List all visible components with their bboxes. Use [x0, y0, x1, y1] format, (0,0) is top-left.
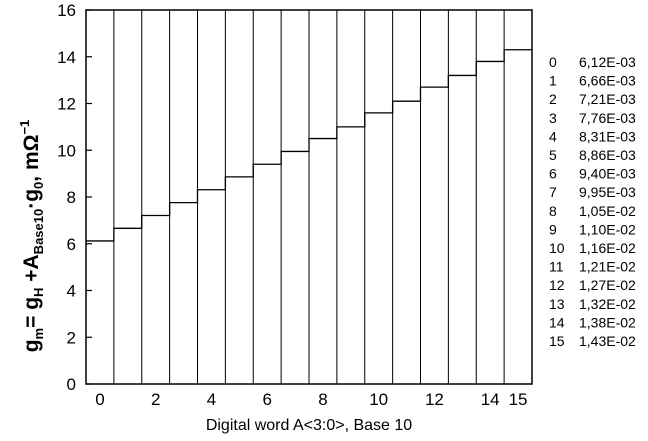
x-tick-label: 10 — [369, 390, 388, 409]
table-value: 1,21E-02 — [579, 259, 636, 275]
x-tick-label: 0 — [95, 390, 104, 409]
table-value: 1,32E-02 — [579, 296, 636, 312]
table-value: 8,86E-03 — [579, 147, 636, 163]
x-tick-label: 6 — [262, 390, 271, 409]
x-tick-label: 4 — [207, 390, 216, 409]
grid-lines — [113, 10, 505, 384]
y-tick-label: 4 — [67, 282, 76, 301]
x-axis-label: Digital word A<3:0>, Base 10 — [206, 417, 412, 434]
table-index: 2 — [549, 91, 557, 107]
table-index: 6 — [549, 166, 557, 182]
x-tick-label: 8 — [318, 390, 327, 409]
table-index: 5 — [549, 147, 557, 163]
table-index: 14 — [549, 314, 565, 330]
table-value: 7,21E-03 — [579, 91, 636, 107]
table-index: 10 — [549, 240, 565, 256]
y-tick-label: 12 — [57, 95, 76, 114]
table-index: 13 — [549, 296, 565, 312]
table-index: 7 — [549, 184, 557, 200]
x-axis-ticks: 0 2 4 6 8 10 12 14 15 — [95, 390, 527, 409]
table-index: 12 — [549, 277, 565, 293]
step-line — [86, 49, 532, 242]
table-index: 3 — [549, 110, 557, 126]
table-value: 6,66E-03 — [579, 73, 636, 89]
y-axis-label: gm= gH +ABase10·g0, mΩ−1 — [17, 120, 46, 353]
table-value: 7,76E-03 — [579, 110, 636, 126]
table-index: 9 — [549, 221, 557, 237]
table-index: 15 — [549, 333, 565, 349]
value-table: 0 6,12E-03 1 6,66E-03 2 7,21E-03 3 7,76E-03 4 8,3… — [549, 54, 636, 349]
table-value: 9,95E-03 — [579, 184, 636, 200]
table-index: 4 — [549, 128, 557, 144]
x-tick-label: 2 — [151, 390, 160, 409]
y-tick-label: 6 — [67, 235, 76, 254]
table-index: 1 — [549, 73, 557, 89]
table-value: 9,40E-03 — [579, 166, 636, 182]
table-value: 1,38E-02 — [579, 314, 636, 330]
table-value: 1,16E-02 — [579, 240, 636, 256]
y-tick-label: 14 — [57, 48, 76, 67]
y-tick-label: 10 — [57, 141, 76, 160]
x-tick-label: 14 — [481, 390, 500, 409]
table-value: 6,12E-03 — [579, 54, 636, 70]
y-axis-ticks: 0 2 4 6 8 10 12 14 16 — [57, 1, 92, 394]
x-tick-label: 12 — [425, 390, 444, 409]
table-index: 11 — [549, 259, 564, 275]
y-tick-label: 16 — [57, 1, 76, 20]
y-tick-label: 0 — [67, 375, 76, 394]
table-value: 1,10E-02 — [579, 221, 636, 237]
table-index: 0 — [549, 54, 557, 70]
table-value: 1,43E-02 — [579, 333, 636, 349]
table-value: 1,27E-02 — [579, 277, 636, 293]
x-tick-label: 15 — [509, 390, 528, 409]
table-value: 8,31E-03 — [579, 128, 636, 144]
y-tick-label: 2 — [67, 328, 76, 347]
y-tick-label: 8 — [67, 188, 76, 207]
table-value: 1,05E-02 — [579, 203, 636, 219]
table-index: 8 — [549, 203, 557, 219]
